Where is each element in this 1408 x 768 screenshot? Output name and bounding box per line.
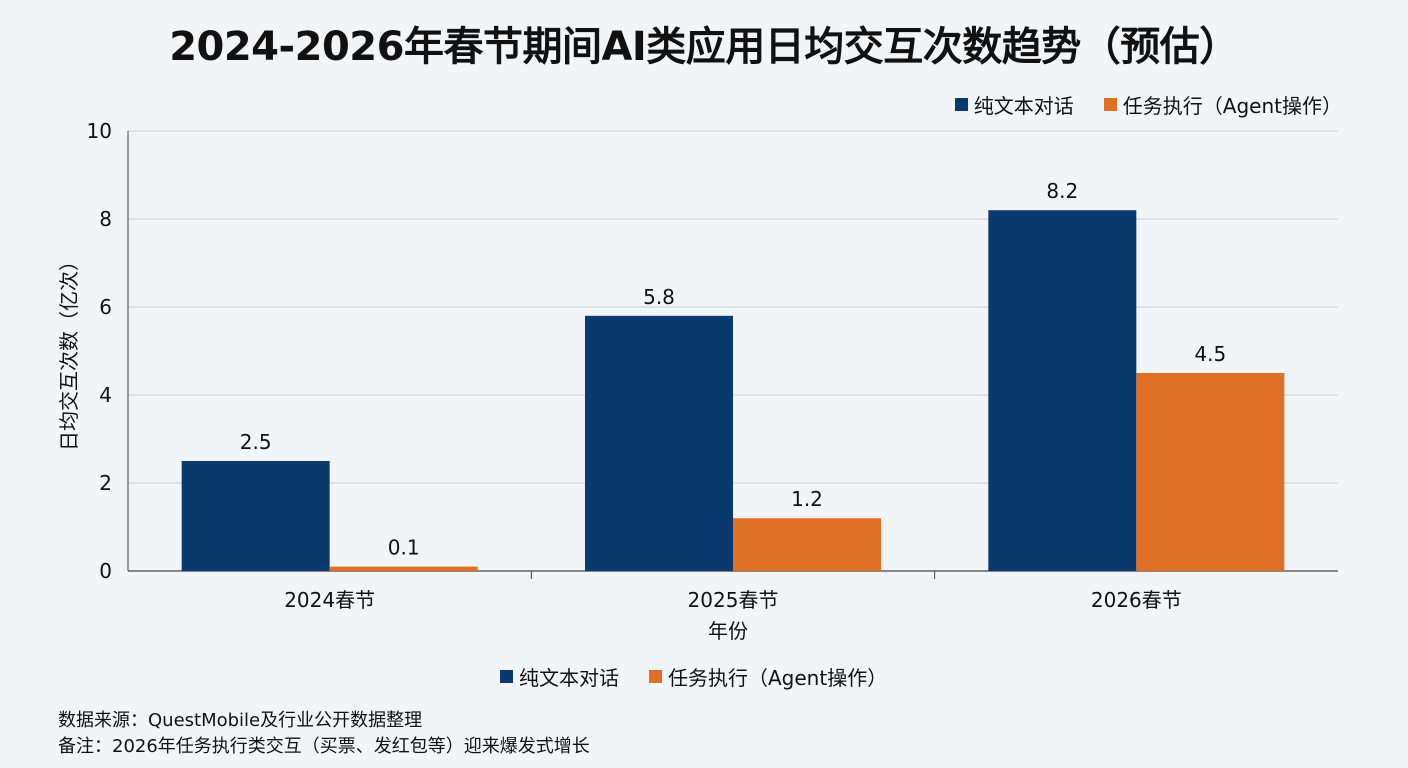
legend-label: 任务执行（Agent操作） xyxy=(668,666,888,690)
legend-swatch xyxy=(500,670,513,683)
chart-title: 2024-2026年春节期间AI类应用日均交互次数趋势（预估） xyxy=(169,24,1239,70)
y-axis-title: 日均交互次数（亿次） xyxy=(57,251,81,451)
y-tick-label: 8 xyxy=(99,207,112,231)
x-tick-label: 2025春节 xyxy=(688,588,779,612)
legend-top: 纯文本对话 任务执行（Agent操作） xyxy=(954,90,1342,119)
legend-swatch xyxy=(1103,98,1117,111)
data-label: 0.1 xyxy=(388,536,420,560)
data-label: 5.8 xyxy=(643,285,675,309)
legend-swatch xyxy=(649,670,662,683)
data-label: 1.2 xyxy=(791,487,823,511)
legend-label: 纯文本对话 xyxy=(519,666,619,690)
bar-text-chat xyxy=(585,315,733,571)
y-tick-label: 4 xyxy=(99,383,112,407)
x-axis-title: 年份 xyxy=(708,619,748,643)
legend-item-text-chat: 纯文本对话 xyxy=(500,662,619,691)
data-label: 8.2 xyxy=(1046,179,1078,203)
legend-label: 纯文本对话 xyxy=(973,94,1074,118)
data-label: 2.5 xyxy=(240,430,272,454)
y-tick-label: 6 xyxy=(99,295,112,319)
remark-note: 备注：2026年任务执行类交互（买票、发红包等）迎来爆发式增长 xyxy=(58,736,590,757)
legend-bottom: 纯文本对话 任务执行（Agent操作） xyxy=(500,662,887,691)
legend-swatch xyxy=(954,98,968,111)
y-tick-label: 2 xyxy=(99,471,112,495)
data-label: 4.5 xyxy=(1194,342,1226,366)
y-tick-label: 0 xyxy=(99,559,112,583)
bar-agent xyxy=(1136,373,1285,571)
y-tick-label: 10 xyxy=(87,119,112,143)
bar-text-chat xyxy=(181,461,330,571)
legend-label: 任务执行（Agent操作） xyxy=(1122,94,1342,118)
source-note: 数据来源：QuestMobile及行业公开数据整理 xyxy=(58,710,423,731)
x-tick-label: 2024春节 xyxy=(284,588,375,612)
x-tick-label: 2026春节 xyxy=(1091,588,1182,612)
bar-agent xyxy=(329,566,478,571)
bar-agent xyxy=(733,518,881,571)
bar-text-chat xyxy=(988,210,1137,571)
legend-item-text-chat: 纯文本对话 xyxy=(954,90,1074,119)
legend-item-agent: 任务执行（Agent操作） xyxy=(649,662,887,691)
legend-item-agent: 任务执行（Agent操作） xyxy=(1103,90,1342,119)
